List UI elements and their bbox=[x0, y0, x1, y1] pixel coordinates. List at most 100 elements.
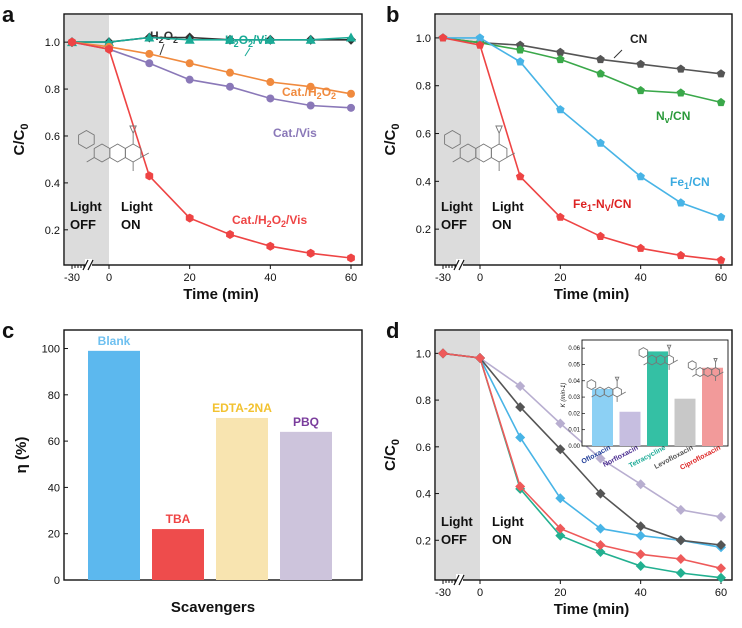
inset-y-tick-label: 0.00 bbox=[568, 444, 580, 450]
axis-break-mark bbox=[458, 259, 465, 271]
y-tick-label: 80 bbox=[48, 390, 60, 402]
label-text: -N bbox=[592, 197, 605, 211]
data-point-Ciprofloxacin bbox=[515, 481, 526, 492]
axis-break-gap bbox=[85, 259, 92, 271]
data-point-Levofloxacin bbox=[555, 444, 566, 455]
inset-y-tick-label: 0.02 bbox=[568, 411, 580, 417]
data-point-Cat./Vis bbox=[185, 75, 194, 84]
y-tick-label: 60 bbox=[48, 436, 60, 448]
data-point-Cat./H2O2 bbox=[185, 59, 194, 68]
panel-letter-b: b bbox=[386, 2, 399, 27]
data-point-Levofloxacin bbox=[675, 535, 686, 546]
bar-TBA bbox=[152, 529, 204, 580]
data-point-Ciprofloxacin bbox=[635, 549, 646, 560]
series-line-Cat./H2O2/Vis bbox=[71, 41, 352, 259]
inset-y-tick-label: 0.04 bbox=[568, 379, 580, 385]
y-axis-title-subscript: 0 bbox=[19, 124, 31, 130]
y-tick-label: 0.2 bbox=[45, 225, 60, 237]
molecule-bond bbox=[621, 391, 626, 395]
x-tick-label: 20 bbox=[184, 272, 196, 284]
molecule-bond bbox=[643, 362, 648, 366]
series-label-NV/CN: Nv/CN bbox=[656, 109, 690, 125]
data-point-Norfloxacin bbox=[635, 479, 646, 490]
data-point-Fe1-NV/CN bbox=[438, 33, 448, 42]
data-point-Ofloxacin bbox=[515, 432, 526, 443]
y-axis-title: C/C0 bbox=[11, 124, 31, 156]
label-text: /CN bbox=[689, 175, 710, 189]
y-tick-label: 1.0 bbox=[416, 33, 431, 45]
label-text: O bbox=[164, 29, 173, 43]
y-tick-label: 0.4 bbox=[45, 178, 60, 190]
y-tick-label: 0.8 bbox=[45, 84, 60, 96]
data-point-Fe1-NV/CN bbox=[596, 231, 605, 240]
y-tick-label: 0.8 bbox=[416, 81, 431, 93]
panel-c-bar-chart: 0 20 40 60 80 100 Blank TBA EDTA-2NA PBQ Scavenger… bbox=[13, 329, 363, 616]
light-on-label: Light bbox=[492, 199, 524, 214]
data-point-Cat./Vis bbox=[347, 103, 355, 112]
bar-label-TBA: TBA bbox=[166, 512, 191, 526]
data-point-Cat./H2O2/Vis bbox=[68, 37, 76, 47]
data-point-Fe1-NV/CN bbox=[636, 243, 645, 252]
label-subscript: 2 bbox=[173, 35, 178, 45]
series-line-Norfloxacin bbox=[442, 352, 722, 518]
x-tick-label: -30 bbox=[64, 272, 80, 284]
data-point-Norfloxacin bbox=[595, 453, 606, 464]
series-label-Cat./Vis: Cat./Vis bbox=[273, 126, 317, 140]
y-tick-label: 1.0 bbox=[416, 348, 431, 360]
molecule-bond bbox=[140, 152, 150, 158]
data-point-Fe1/CN bbox=[515, 57, 525, 66]
x-tick-label: 0 bbox=[477, 587, 483, 599]
molecule-cyclopropyl bbox=[713, 358, 718, 364]
data-point-Cat./H2O2 bbox=[347, 89, 355, 98]
data-point-Fe1/CN bbox=[556, 105, 565, 114]
bar-Blank bbox=[88, 350, 140, 580]
molecule-cyclopropyl bbox=[666, 344, 672, 351]
label-text: /Vis bbox=[286, 213, 307, 227]
data-point-NV/CN bbox=[596, 69, 605, 78]
data-point-H2O2/Vis bbox=[305, 34, 316, 44]
data-point-CN bbox=[515, 40, 525, 49]
bar-label-Blank: Blank bbox=[98, 334, 131, 348]
x-tick-label: 60 bbox=[345, 272, 357, 284]
series-line-Ofloxacin bbox=[442, 352, 722, 549]
axis-break-mark bbox=[82, 259, 89, 271]
x-tick-label: 40 bbox=[264, 272, 276, 284]
label-text: N bbox=[656, 109, 665, 123]
label-arrow bbox=[613, 49, 623, 59]
y-tick-label: 0.4 bbox=[416, 176, 431, 188]
data-point-Cat./H2O2 bbox=[306, 82, 315, 91]
data-point-Fe1-NV/CN bbox=[556, 212, 565, 221]
axis-break-mark bbox=[458, 574, 465, 586]
label-subscript: 2 bbox=[159, 35, 164, 45]
y-tick-label: 0.6 bbox=[416, 442, 431, 454]
light-on-label: Light bbox=[492, 514, 524, 529]
data-point-Tetracycline bbox=[555, 530, 566, 541]
x-tick-label: 40 bbox=[635, 272, 647, 284]
data-point-Levofloxacin bbox=[595, 488, 606, 499]
data-point-Cat./H2O2/Vis bbox=[226, 230, 234, 239]
data-point-Cat./H2O2/Vis bbox=[145, 171, 154, 181]
plot-frame bbox=[63, 13, 363, 266]
molecule-bond bbox=[591, 394, 596, 398]
data-point-NV/CN bbox=[556, 54, 565, 64]
data-point-H2O2/Vis bbox=[265, 34, 276, 44]
light-on-label: Light bbox=[121, 199, 153, 214]
data-point-Cat./H2O2/Vis bbox=[266, 241, 275, 251]
data-point-Cat./H2O2 bbox=[266, 78, 275, 87]
series-line-Ciprofloxacin bbox=[442, 352, 722, 570]
label-subscript: 2 bbox=[281, 219, 286, 229]
label-text: Fe bbox=[573, 197, 587, 211]
data-point-Levofloxacin bbox=[515, 402, 526, 413]
data-point-CN bbox=[636, 59, 645, 68]
label-text: H bbox=[225, 33, 234, 47]
x-axis-title: Scavengers bbox=[171, 599, 255, 616]
inset-y-axis-title: K (min-1) bbox=[561, 383, 567, 408]
inset-bar-Ciprofloxacin bbox=[702, 367, 723, 446]
data-point-Cat./Vis bbox=[226, 82, 234, 91]
data-point-Cat./H2O2/Vis bbox=[306, 248, 315, 258]
molecule-ring bbox=[612, 386, 622, 398]
label-subscript: 2 bbox=[317, 91, 322, 101]
data-point-H2O2/Vis bbox=[144, 32, 155, 42]
panel-letter-d: d bbox=[386, 318, 399, 343]
